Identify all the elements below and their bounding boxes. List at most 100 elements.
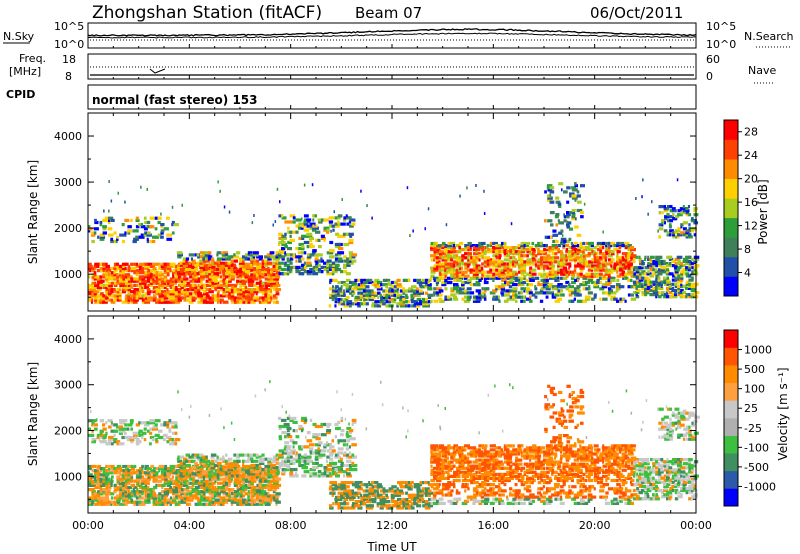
- echo-cell-power: [180, 290, 186, 294]
- echo-cell-power: [391, 289, 396, 293]
- echo-cell-vel: [147, 492, 152, 496]
- echo-cell-power: [632, 259, 636, 264]
- echo-cell-power: [495, 276, 501, 280]
- echo-cell-vel: [91, 479, 95, 483]
- echo-cell-power: [244, 277, 249, 281]
- echo-cell-power: [220, 275, 223, 279]
- echo-cell-power: [286, 259, 292, 263]
- echo-cell-vel: [199, 455, 204, 459]
- echo-cell-vel: [166, 492, 169, 496]
- echo-cell-power: [554, 248, 557, 252]
- echo-cell-vel: [256, 472, 260, 476]
- echo-cell-power: [314, 267, 319, 272]
- echo-cell-power: [396, 289, 399, 293]
- echo-cell-power: [682, 284, 688, 288]
- echo-cell-power: [405, 300, 409, 304]
- echo-cell-power: [458, 248, 463, 252]
- echo-cell-power: [585, 262, 589, 266]
- echo-cell-power: [666, 278, 670, 282]
- echo-cell-power: [691, 266, 695, 270]
- echo-cell-vel: [245, 485, 249, 490]
- echo-cell-vel: [93, 498, 98, 502]
- echo-cell-power: [255, 270, 262, 274]
- echo-cell-power: [568, 237, 572, 241]
- echo-cell-power: [605, 244, 608, 248]
- echo-cell-power: [537, 248, 540, 252]
- echo-cell-power: [546, 291, 549, 295]
- echo-cell-power: [113, 239, 117, 244]
- echo-cell-power: [303, 270, 308, 274]
- echo-cell-power: [295, 267, 300, 272]
- echo-cell-power: [99, 233, 103, 237]
- echo-cell-power: [638, 259, 642, 264]
- echo-cell-vel: [102, 440, 107, 444]
- echo-cell-vel: [230, 496, 235, 500]
- echo-cell-vel: [175, 475, 179, 479]
- echo-cell-vel: [111, 442, 114, 446]
- echo-cell-power: [247, 253, 251, 257]
- echo-cell-vel: [197, 500, 202, 504]
- echo-cell-power: [152, 273, 156, 277]
- echo-cell-power: [688, 278, 694, 282]
- echo-cell-power: [571, 211, 576, 215]
- echo-cell-power: [158, 294, 163, 298]
- echo-cell-power: [136, 269, 141, 273]
- echo-cell-vel: [278, 435, 282, 439]
- echo-cell-power: [658, 227, 664, 231]
- echo-cell-vel: [245, 475, 251, 479]
- echo-cell-power: [520, 264, 527, 268]
- echo-cell-power: [520, 276, 526, 280]
- echo-cell-power: [677, 280, 680, 284]
- echo-cell-power: [203, 283, 208, 287]
- echo-cell-vel: [133, 483, 136, 487]
- echo-cell-vel: [233, 492, 239, 496]
- echo-cell-power: [388, 289, 392, 293]
- echo-cell-power: [160, 281, 166, 285]
- echo-cell-vel: [261, 474, 267, 478]
- echo-cell-power: [608, 241, 612, 246]
- echo-cell-power: [677, 266, 682, 270]
- echo-cell-power: [188, 253, 194, 257]
- echo-cell-power: [298, 255, 303, 259]
- echo-cell-power: [625, 262, 628, 266]
- echo-cell-vel: [99, 502, 103, 506]
- echo-cell-vel: [163, 423, 170, 427]
- echo-cell-power: [557, 276, 560, 280]
- echo-cell-power: [242, 272, 247, 276]
- echo-cell-power: [500, 264, 505, 268]
- echo-cell-vel: [163, 481, 169, 485]
- echo-cell-power: [579, 299, 584, 303]
- echo-cell-vel: [200, 479, 204, 483]
- echo-cell-vel: [289, 451, 295, 455]
- echo-cell-power: [543, 278, 548, 282]
- echo-cell-power: [565, 287, 569, 291]
- echo-cell-power: [326, 265, 330, 269]
- echo-cell-power: [158, 298, 163, 302]
- echo-cell-power: [655, 274, 660, 278]
- echo-cell-vel: [152, 494, 157, 498]
- echo-cell-power: [560, 270, 566, 274]
- echo-cell-power: [202, 300, 209, 304]
- echo-cell-power: [387, 280, 390, 285]
- echo-cell-power: [227, 277, 232, 281]
- echo-cell-power: [450, 252, 453, 256]
- echo-cell-power: [487, 250, 493, 254]
- echo-cell-power: [158, 290, 162, 294]
- echo-cell-vel: [275, 502, 278, 506]
- echo-cell-power: [492, 248, 497, 252]
- echo-cell-vel: [253, 475, 259, 479]
- echo-cell-power: [258, 272, 262, 276]
- echo-cell-power: [494, 250, 501, 254]
- echo-cell-power: [189, 296, 192, 300]
- echo-cell-power: [627, 258, 630, 262]
- echo-cell-vel: [325, 459, 328, 463]
- echo-cell-power: [275, 290, 279, 294]
- echo-cell-power: [517, 256, 521, 260]
- echo-cell-power: [685, 282, 691, 286]
- echo-cell-power: [571, 246, 576, 250]
- echo-cell-power: [278, 265, 282, 269]
- echo-cell-vel: [141, 479, 146, 483]
- echo-cell-power: [178, 288, 182, 292]
- echo-cell-power: [309, 245, 315, 249]
- echo-cell-power: [258, 255, 263, 259]
